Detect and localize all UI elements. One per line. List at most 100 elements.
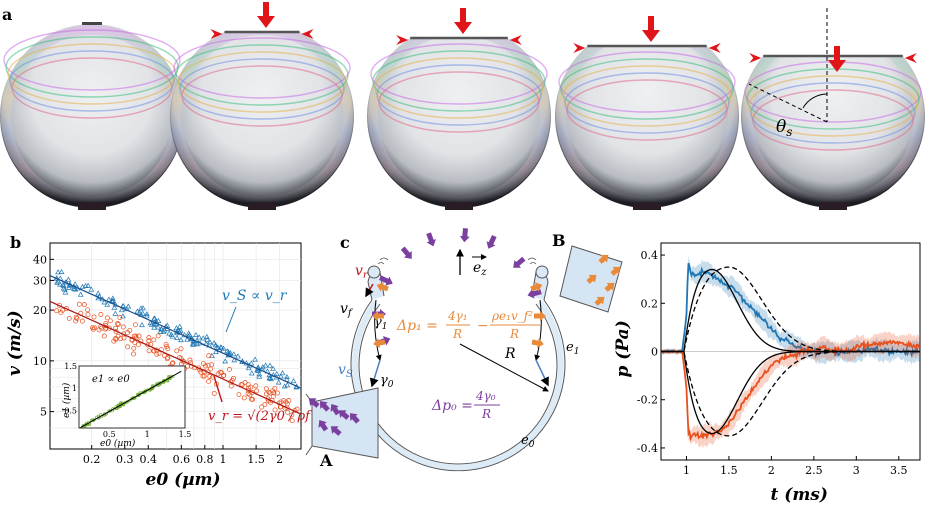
data-point-vs [268, 376, 275, 382]
pressure-arrows [308, 228, 621, 436]
x-tick-label: 0.2 [83, 453, 101, 466]
data-point-vs [66, 284, 72, 290]
dp0-num: 4γ₀ [475, 389, 496, 403]
flow-arrow-left [374, 299, 382, 361]
bubble-body [741, 56, 925, 208]
data-point-vs [96, 293, 103, 299]
data-point-vr [101, 333, 107, 339]
x-tick-label-d: 1.5 [720, 464, 738, 477]
data-point-vr [206, 353, 212, 359]
data-point-vs [138, 305, 144, 311]
bubble-body [170, 32, 354, 208]
interference-band [370, 43, 548, 105]
data-point-vr [196, 365, 202, 371]
x-tick-label: 1 [220, 453, 227, 466]
data-point-vr [102, 326, 108, 332]
ez-label: ez [473, 260, 487, 278]
bubble-film-fill [352, 300, 564, 471]
bubble-base [248, 202, 276, 210]
data-point-vr [117, 315, 123, 320]
inset-A-label: A [319, 451, 333, 470]
data-point-vr [164, 344, 170, 350]
interference-band [376, 64, 542, 126]
interference-band [177, 51, 347, 113]
data-point-vs [200, 335, 207, 341]
data-point-vr [198, 369, 204, 375]
inset-B-arrow [598, 254, 609, 264]
x-tick-label: 0.4 [140, 453, 158, 466]
interference-band [558, 51, 736, 113]
data-point-vr [294, 406, 300, 412]
e0-label: e0 [521, 433, 535, 450]
data-point-vs [224, 348, 231, 354]
inset-A-arrow [349, 413, 360, 424]
opening-arrow [642, 16, 660, 42]
inset-A-arrow [319, 401, 330, 412]
inset-y-tick: 1.5 [64, 362, 77, 371]
inset-x-label: e0 (µm) [100, 438, 136, 449]
gamma0-label: γ0 [380, 373, 394, 390]
data-point-vs [57, 281, 63, 287]
data-point-vr [250, 397, 256, 402]
inset-B-arrow [594, 296, 605, 306]
inset-A-arrow [330, 404, 341, 416]
data-point-vr [217, 369, 223, 375]
data-point-vr [170, 360, 176, 366]
data-point-vs [290, 378, 297, 384]
data-point-vr [248, 384, 254, 390]
e1-label: e1 [566, 340, 579, 357]
data-point-vr [289, 412, 295, 418]
data-point-vs [120, 302, 126, 308]
data-point-vr [205, 362, 211, 368]
data-point-vr [267, 390, 273, 396]
inset-A-edge-bottom [305, 445, 313, 456]
data-point-vs [275, 379, 282, 385]
data-point-vr [107, 318, 113, 324]
right-ripple-marks [527, 257, 537, 265]
inset-x-tick: 0.5 [103, 430, 116, 439]
data-point-vr [98, 312, 104, 317]
vf-label: vf [340, 301, 354, 319]
data-point-vs [231, 357, 238, 363]
data-point-vr [266, 389, 272, 395]
data-point-vs [190, 341, 196, 347]
data-point-vs [139, 322, 145, 328]
pressure-arrow-dp0 [486, 235, 497, 249]
inset-A-box [311, 387, 379, 459]
measured-line-0 [661, 262, 920, 359]
x-axis-label-d: t (ms) [771, 485, 828, 505]
interference-band [746, 68, 920, 130]
rim-marker-left [573, 43, 586, 53]
dp1-lhs: Δp₁ = [396, 318, 438, 334]
interference-band [173, 37, 351, 99]
data-point-vr [54, 308, 60, 314]
interference-band [750, 82, 916, 144]
data-point-vr [115, 321, 121, 327]
dp1-num2: ρe₁v_f² [491, 309, 533, 323]
angle-dashed [748, 83, 828, 123]
data-point-vs [88, 286, 95, 292]
data-point-vr [89, 325, 95, 331]
data-point-vs [79, 283, 86, 289]
data-point-vr [203, 363, 209, 369]
data-point-vs [58, 268, 65, 275]
data-point-vr [66, 315, 72, 321]
data-point-vr [131, 351, 136, 357]
opening-arrow [257, 2, 275, 28]
data-point-vr [60, 307, 66, 313]
dp0-formula: Δp₀ = 4γ₀ R [431, 389, 500, 421]
inset-y-tick: 1 [72, 384, 77, 393]
inset-title: e1 ∝ e0 [92, 374, 130, 385]
data-point-vr [272, 407, 278, 413]
pressure-arrow-dp0 [513, 256, 526, 268]
fit-line-v_r [50, 300, 301, 415]
inset-x-tick: 1 [145, 430, 150, 439]
data-point-vr [79, 318, 85, 324]
panel-a-bubble-sequence [0, 2, 925, 210]
data-point-vs [211, 340, 217, 346]
data-point-vr [201, 373, 207, 379]
interference-band [374, 57, 544, 119]
inset-A-arrow [308, 398, 320, 408]
data-point-vr [104, 315, 110, 321]
